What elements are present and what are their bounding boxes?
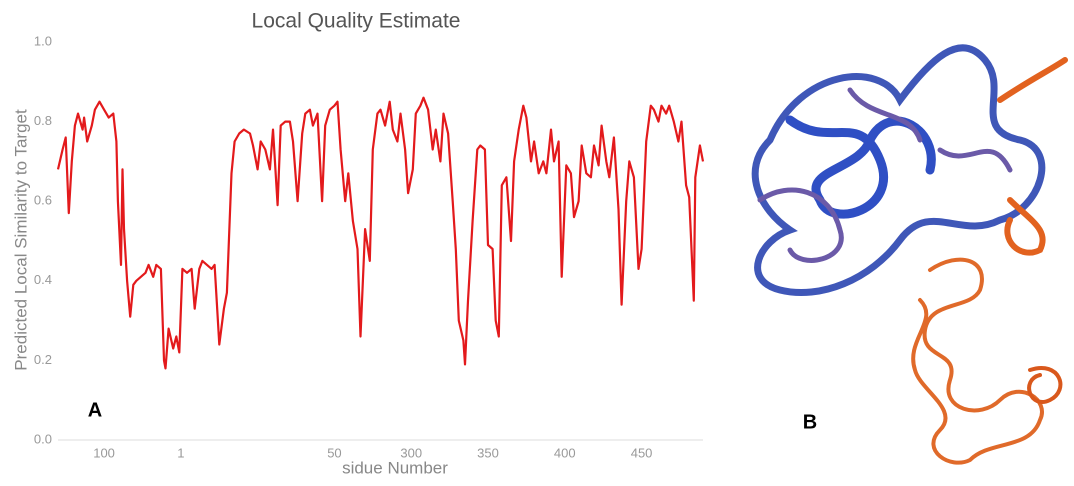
y-tick-label: 0.2 xyxy=(34,352,52,367)
y-tick-label: 0.8 xyxy=(34,113,52,128)
ribbon-blue xyxy=(785,115,936,219)
ribbon-purple xyxy=(757,87,1013,263)
ribbon-blue xyxy=(751,44,1046,297)
data-line xyxy=(56,96,705,370)
ribbon-orange xyxy=(1027,366,1063,404)
ribbon-orange xyxy=(997,57,1068,256)
x-tick-label: 300 xyxy=(400,445,422,460)
x-tick-label: 1 xyxy=(177,445,184,460)
protein-structure xyxy=(751,44,1068,465)
chart-title: Local Quality Estimate xyxy=(252,10,461,33)
panel-label: B xyxy=(803,411,817,433)
y-axis-label: Predicted Local Similarity to Target xyxy=(11,109,30,371)
x-axis-label: sidue Number xyxy=(342,458,448,477)
x-tick-label: 50 xyxy=(327,445,341,460)
panel-label: A xyxy=(88,399,102,421)
y-tick-label: 1.0 xyxy=(34,33,52,48)
x-tick-label: 350 xyxy=(477,445,499,460)
x-tick-label: 100 xyxy=(93,445,115,460)
y-tick-label: 0.6 xyxy=(34,193,52,208)
ribbon-orange xyxy=(911,257,1044,465)
y-tick-label: 0.0 xyxy=(34,431,52,446)
y-tick-label: 0.4 xyxy=(34,272,52,287)
x-tick-label: 450 xyxy=(631,445,653,460)
x-tick-label: 400 xyxy=(554,445,576,460)
